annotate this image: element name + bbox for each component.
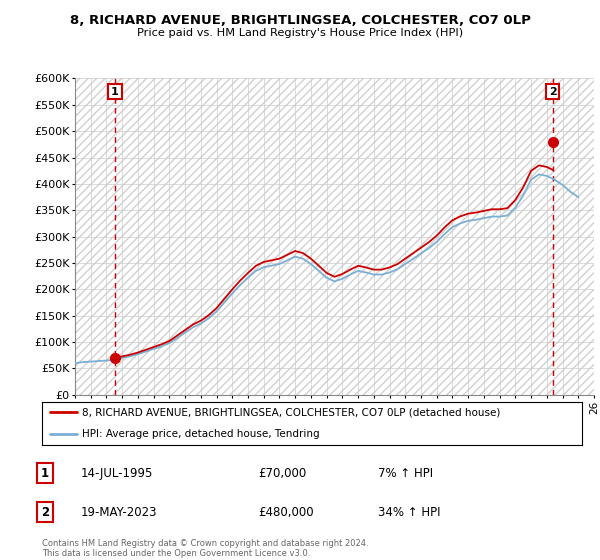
Text: 2: 2 (549, 87, 557, 96)
Text: Contains HM Land Registry data © Crown copyright and database right 2024.
This d: Contains HM Land Registry data © Crown c… (42, 539, 368, 558)
Text: 8, RICHARD AVENUE, BRIGHTLINGSEA, COLCHESTER, CO7 0LP (detached house): 8, RICHARD AVENUE, BRIGHTLINGSEA, COLCHE… (83, 408, 501, 417)
Text: 2: 2 (41, 506, 49, 519)
Text: 7% ↑ HPI: 7% ↑ HPI (378, 466, 433, 480)
Text: HPI: Average price, detached house, Tendring: HPI: Average price, detached house, Tend… (83, 430, 320, 439)
Text: 1: 1 (41, 466, 49, 480)
Text: £480,000: £480,000 (258, 506, 314, 519)
Text: 1: 1 (111, 87, 119, 96)
Text: 34% ↑ HPI: 34% ↑ HPI (378, 506, 440, 519)
Text: 8, RICHARD AVENUE, BRIGHTLINGSEA, COLCHESTER, CO7 0LP: 8, RICHARD AVENUE, BRIGHTLINGSEA, COLCHE… (70, 14, 530, 27)
Text: 14-JUL-1995: 14-JUL-1995 (81, 466, 154, 480)
Text: Price paid vs. HM Land Registry's House Price Index (HPI): Price paid vs. HM Land Registry's House … (137, 28, 463, 38)
Text: 19-MAY-2023: 19-MAY-2023 (81, 506, 157, 519)
Text: £70,000: £70,000 (258, 466, 306, 480)
